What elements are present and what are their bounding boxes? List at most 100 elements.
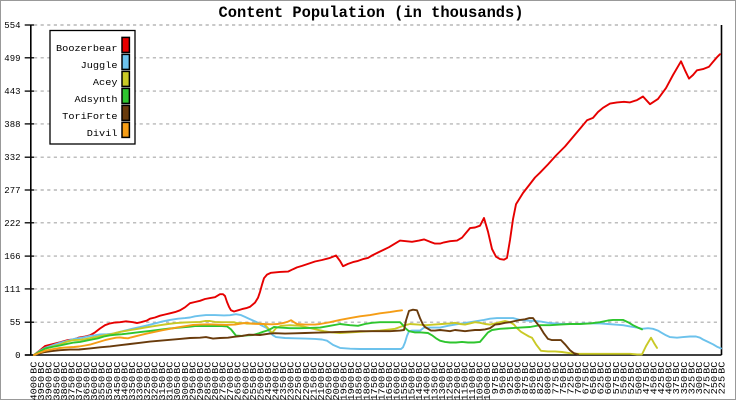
svg-text:BC: BC bbox=[626, 361, 636, 374]
svg-text:3900: 3900 bbox=[44, 376, 54, 400]
svg-text:2300: 2300 bbox=[286, 376, 296, 400]
svg-text:BC: BC bbox=[468, 361, 478, 374]
svg-text:1250: 1250 bbox=[445, 376, 455, 400]
svg-text:1700: 1700 bbox=[377, 376, 387, 400]
svg-text:BC: BC bbox=[596, 361, 606, 374]
svg-text:BC: BC bbox=[475, 361, 485, 374]
svg-text:1550: 1550 bbox=[400, 376, 410, 400]
svg-text:400: 400 bbox=[664, 376, 674, 395]
svg-text:BC: BC bbox=[180, 361, 190, 374]
svg-text:BC: BC bbox=[498, 361, 508, 374]
svg-text:BC: BC bbox=[657, 361, 667, 374]
svg-text:BC: BC bbox=[574, 361, 584, 374]
svg-text:525: 525 bbox=[626, 376, 636, 395]
svg-text:4000: 4000 bbox=[29, 376, 39, 400]
svg-text:1150: 1150 bbox=[460, 376, 470, 400]
svg-text:2550: 2550 bbox=[248, 376, 258, 400]
svg-text:BC: BC bbox=[301, 361, 311, 374]
svg-text:BC: BC bbox=[505, 361, 515, 374]
svg-text:3600: 3600 bbox=[90, 376, 100, 400]
svg-text:1900: 1900 bbox=[347, 376, 357, 400]
svg-text:BC: BC bbox=[566, 361, 576, 374]
svg-text:1350: 1350 bbox=[430, 376, 440, 400]
svg-text:111: 111 bbox=[4, 285, 20, 295]
svg-text:2850: 2850 bbox=[203, 376, 213, 400]
svg-text:BC: BC bbox=[407, 361, 417, 374]
svg-text:BC: BC bbox=[377, 361, 387, 374]
svg-text:BC: BC bbox=[604, 361, 614, 374]
svg-text:BC: BC bbox=[437, 361, 447, 374]
svg-text:0: 0 bbox=[15, 351, 20, 361]
svg-text:ToriForte: ToriForte bbox=[62, 112, 118, 122]
svg-text:2200: 2200 bbox=[301, 376, 311, 400]
svg-text:1300: 1300 bbox=[437, 376, 447, 400]
svg-text:Boozerbear: Boozerbear bbox=[56, 44, 117, 54]
svg-text:300: 300 bbox=[694, 376, 704, 395]
svg-text:BC: BC bbox=[362, 361, 372, 374]
svg-text:3950: 3950 bbox=[37, 376, 47, 400]
svg-text:BC: BC bbox=[445, 361, 455, 374]
svg-text:3000: 3000 bbox=[180, 376, 190, 400]
svg-text:2500: 2500 bbox=[256, 376, 266, 400]
svg-text:3650: 3650 bbox=[82, 376, 92, 400]
svg-text:BC: BC bbox=[211, 361, 221, 374]
svg-text:BC: BC bbox=[634, 361, 644, 374]
svg-text:554: 554 bbox=[4, 21, 20, 31]
svg-text:BC: BC bbox=[581, 361, 591, 374]
svg-text:BC: BC bbox=[589, 361, 599, 374]
svg-text:1500: 1500 bbox=[407, 376, 417, 400]
svg-text:725: 725 bbox=[566, 376, 576, 395]
svg-text:BC: BC bbox=[90, 361, 100, 374]
svg-text:BC: BC bbox=[112, 361, 122, 374]
svg-text:3400: 3400 bbox=[120, 376, 130, 400]
svg-text:BC: BC bbox=[332, 361, 342, 374]
svg-text:BC: BC bbox=[513, 361, 523, 374]
svg-text:650: 650 bbox=[589, 376, 599, 395]
svg-text:500: 500 bbox=[634, 376, 644, 395]
svg-text:2100: 2100 bbox=[316, 376, 326, 400]
svg-text:275: 275 bbox=[702, 376, 712, 395]
svg-text:277: 277 bbox=[4, 186, 20, 196]
svg-text:3300: 3300 bbox=[135, 376, 145, 400]
svg-text:BC: BC bbox=[339, 361, 349, 374]
svg-text:1450: 1450 bbox=[415, 376, 425, 400]
svg-text:1650: 1650 bbox=[384, 376, 394, 400]
svg-text:2150: 2150 bbox=[309, 376, 319, 400]
svg-text:450: 450 bbox=[649, 376, 659, 395]
svg-text:1000: 1000 bbox=[483, 376, 493, 400]
svg-text:BC: BC bbox=[384, 361, 394, 374]
svg-text:Divil: Divil bbox=[87, 129, 118, 139]
svg-text:2900: 2900 bbox=[195, 376, 205, 400]
svg-text:BC: BC bbox=[37, 361, 47, 374]
svg-text:3250: 3250 bbox=[143, 376, 153, 400]
svg-text:1850: 1850 bbox=[354, 376, 364, 400]
svg-text:950: 950 bbox=[498, 376, 508, 395]
svg-text:2000: 2000 bbox=[332, 376, 342, 400]
svg-text:3500: 3500 bbox=[105, 376, 115, 400]
svg-text:Adsynth: Adsynth bbox=[74, 95, 117, 105]
svg-text:3350: 3350 bbox=[127, 376, 137, 400]
svg-text:BC: BC bbox=[521, 361, 531, 374]
svg-text:1400: 1400 bbox=[422, 376, 432, 400]
svg-text:BC: BC bbox=[679, 361, 689, 374]
svg-text:BC: BC bbox=[173, 361, 183, 374]
svg-text:443: 443 bbox=[4, 87, 20, 97]
svg-text:BC: BC bbox=[279, 361, 289, 374]
svg-text:3800: 3800 bbox=[59, 376, 69, 400]
svg-text:BC: BC bbox=[369, 361, 379, 374]
svg-text:BC: BC bbox=[611, 361, 621, 374]
svg-text:625: 625 bbox=[596, 376, 606, 395]
svg-text:BC: BC bbox=[702, 361, 712, 374]
svg-text:475: 475 bbox=[642, 376, 652, 395]
svg-text:775: 775 bbox=[551, 376, 561, 395]
svg-text:BC: BC bbox=[422, 361, 432, 374]
svg-text:BC: BC bbox=[52, 361, 62, 374]
svg-text:BC: BC bbox=[67, 361, 77, 374]
svg-text:BC: BC bbox=[165, 361, 175, 374]
svg-text:55: 55 bbox=[10, 318, 21, 328]
svg-text:Juggle: Juggle bbox=[81, 61, 118, 71]
svg-text:BC: BC bbox=[127, 361, 137, 374]
svg-text:BC: BC bbox=[415, 361, 425, 374]
svg-text:1200: 1200 bbox=[453, 376, 463, 400]
svg-text:3850: 3850 bbox=[52, 376, 62, 400]
